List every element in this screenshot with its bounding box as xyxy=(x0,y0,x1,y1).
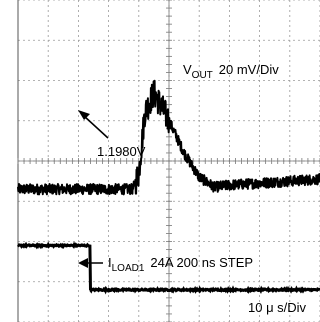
grid xyxy=(17,0,320,322)
vout-channel-subscript: OUT xyxy=(192,70,213,81)
vout-level-label: 1.1980V xyxy=(97,144,146,159)
time-scale-label: 10 μ s/Div xyxy=(248,300,307,315)
vout-scale-value: 20 mV/Div xyxy=(219,62,279,77)
iload-channel-subscript: LOAD1 xyxy=(112,263,145,274)
vout-trace xyxy=(17,79,320,196)
vout-level-arrowhead xyxy=(78,110,90,120)
iload-step-value: 24A 200 ns STEP xyxy=(150,255,253,270)
vout-scale-label: VOUT 20 mV/Div xyxy=(183,62,279,81)
vout-level-arrow-line xyxy=(83,115,109,139)
iload-channel-label: I xyxy=(108,255,112,270)
iload-arrowhead xyxy=(78,258,88,268)
iload-trace xyxy=(16,241,320,295)
iload-step-label: ILOAD1 24A 200 ns STEP xyxy=(108,255,253,274)
vout-channel-label: V xyxy=(183,62,192,77)
